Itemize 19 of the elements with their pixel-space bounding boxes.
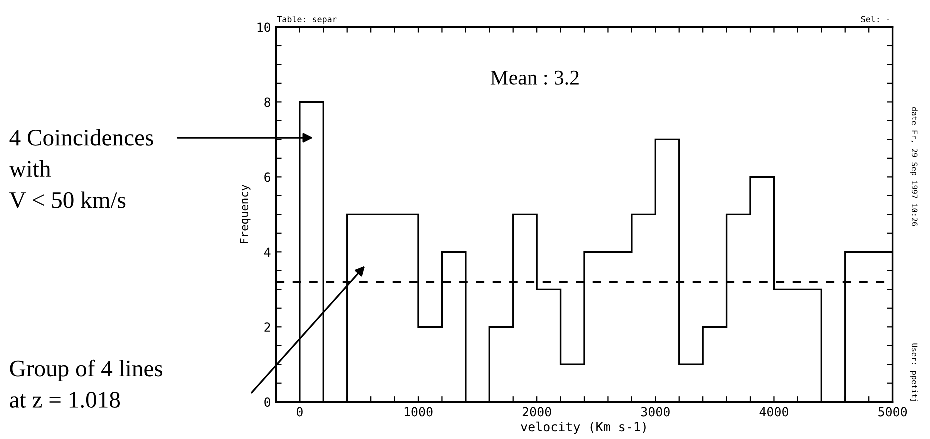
text: Sel: - [861, 16, 890, 23]
x-tick-label: 1000 [404, 407, 433, 417]
text: Table: separ [277, 16, 338, 24]
x-tick-label: 2000 [522, 407, 552, 417]
ref-line-label: Mean : 3.2 [490, 70, 579, 86]
y-tick-label: 0 [264, 398, 271, 408]
y-tick-label: 10 [258, 22, 271, 32]
y-tick-label: 6 [264, 172, 271, 182]
y-tick-label: 2 [264, 322, 270, 332]
y-tick-label: 8 [264, 98, 271, 108]
x-axis-title: velocity (Km s-1) [521, 422, 646, 434]
x-tick-label: 3000 [641, 407, 670, 417]
text: 4 Coincidences with V < 50 km/s [9, 129, 154, 208]
x-tick-label: 0 [296, 407, 303, 417]
text: Group of 4 lines at z = 1.018 [10, 360, 163, 408]
y-axis-title: Frequency [240, 185, 251, 244]
x-tick-label: 5000 [878, 407, 908, 417]
y-tick-label: 4 [264, 248, 271, 257]
x-tick-label: 4000 [760, 407, 788, 417]
